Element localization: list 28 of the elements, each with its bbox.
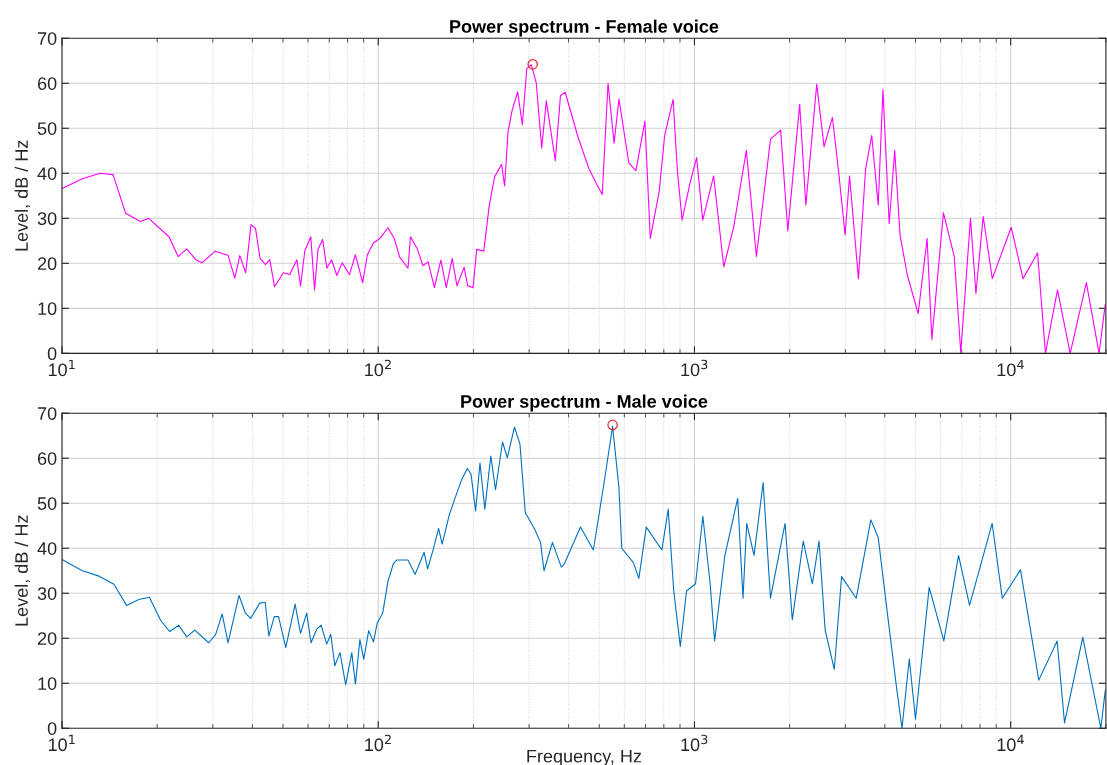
y-tick-label: 30 <box>37 212 57 226</box>
y-tick-label: 40 <box>37 542 57 555</box>
x-tick-label: 10$^{1}$ <box>48 359 75 377</box>
y-tick-label: 20 <box>37 632 57 645</box>
y-tick-label: 40 <box>37 167 57 181</box>
y-tick-label: 0 <box>47 722 57 735</box>
y-tick-label: 10 <box>38 302 57 316</box>
y-axis-title: Level, dB / Hz <box>14 515 31 626</box>
y-tick-label: 60 <box>37 452 57 465</box>
y-tick-label: 60 <box>37 77 57 90</box>
chart-title: Power spectrum - Male voice <box>461 394 708 412</box>
y-tick-label: 20 <box>37 257 57 271</box>
y-axis-title: Level, dB / Hz <box>14 140 31 251</box>
y-tick-label: 70 <box>37 32 57 45</box>
x-tick-label: 10$^{2}$ <box>365 734 391 752</box>
y-tick-label: 30 <box>37 587 57 600</box>
y-tick-label: 50 <box>37 497 57 510</box>
y-tick-label: 10 <box>38 677 57 690</box>
x-tick-label: 10$^{2}$ <box>365 359 391 377</box>
x-tick-label: 10$^{3}$ <box>681 734 708 752</box>
x-tick-label: 10$^{3}$ <box>681 359 708 377</box>
chart-title: Power spectrum - Female voice <box>450 19 719 37</box>
x-tick-label: 10$^{1}$ <box>48 734 75 752</box>
y-tick-label: 50 <box>37 122 57 135</box>
x-tick-label: 10$^{4}$ <box>997 359 1024 377</box>
y-tick-label: 0 <box>47 347 57 361</box>
y-tick-label: 70 <box>37 407 57 420</box>
x-tick-label: 10$^{4}$ <box>997 734 1024 752</box>
